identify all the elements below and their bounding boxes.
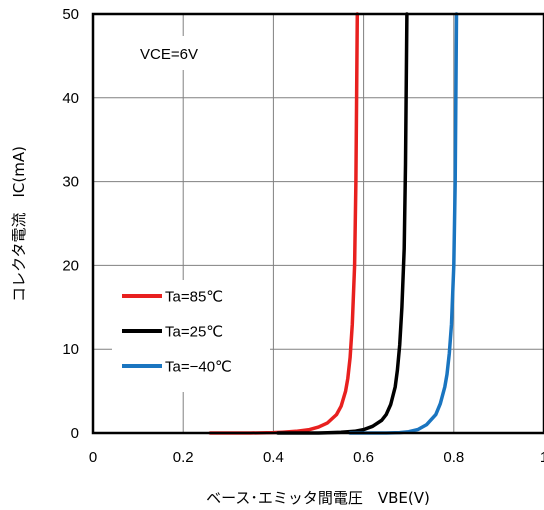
y-axis-label: コレクタ電流 IC(mA) xyxy=(10,146,28,302)
y-tick-label: 10 xyxy=(62,341,79,358)
y-tick-label: 50 xyxy=(62,6,79,23)
x-tick-label: 0.4 xyxy=(263,449,284,466)
x-tick-label: 0.6 xyxy=(353,449,374,466)
legend-bg xyxy=(112,280,270,392)
condition-annotation: VCE=6V xyxy=(140,46,198,63)
x-axis-label: ベース･エミッタ間電圧 VBE(V) xyxy=(206,489,430,507)
plot-frame xyxy=(91,12,544,435)
y-tick-label: 20 xyxy=(62,257,79,274)
x-tick-label: 0 xyxy=(89,449,97,466)
y-tick-label: 40 xyxy=(62,90,79,107)
tick-labels: 00.20.40.60.8101020304050 xyxy=(62,6,544,466)
x-tick-label: 0.8 xyxy=(443,449,464,466)
series-line xyxy=(276,12,409,435)
legend-label: Ta=25℃ xyxy=(165,324,223,341)
y-tick-label: 30 xyxy=(62,174,79,191)
legend-label: Ta=−40℃ xyxy=(165,359,232,376)
y-tick-label: 0 xyxy=(71,425,79,442)
annotation-bg xyxy=(122,36,238,70)
x-tick-label: 1 xyxy=(540,449,544,466)
legend-label: Ta=85℃ xyxy=(165,289,223,306)
x-tick-label: 0.2 xyxy=(173,449,194,466)
legend: Ta=85℃ Ta=25℃ Ta=−40℃ xyxy=(112,280,270,392)
